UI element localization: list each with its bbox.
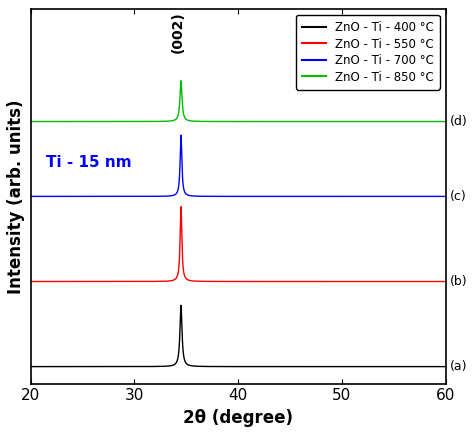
- Text: (d): (d): [450, 115, 467, 128]
- X-axis label: 2θ (degree): 2θ (degree): [183, 409, 293, 427]
- Y-axis label: Intensity (arb. units): Intensity (arb. units): [7, 99, 25, 294]
- Text: (c): (c): [450, 190, 466, 203]
- Text: (b): (b): [450, 275, 467, 288]
- Text: (a): (a): [450, 360, 467, 373]
- Text: Ti - 15 nm: Ti - 15 nm: [46, 155, 132, 170]
- Text: (002): (002): [171, 12, 185, 53]
- Legend: ZnO - Ti - 400 °C, ZnO - Ti - 550 °C, ZnO - Ti - 700 °C, ZnO - Ti - 850 °C: ZnO - Ti - 400 °C, ZnO - Ti - 550 °C, Zn…: [296, 15, 440, 89]
